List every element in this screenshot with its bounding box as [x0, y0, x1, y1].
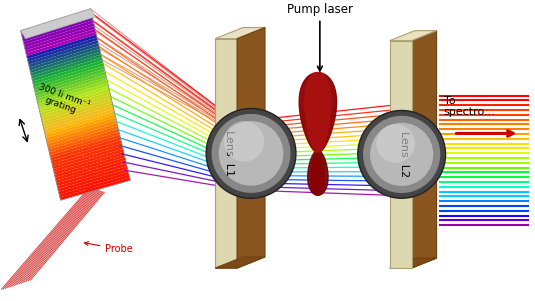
Polygon shape [389, 41, 411, 268]
Polygon shape [28, 43, 99, 67]
Circle shape [219, 121, 284, 186]
Polygon shape [35, 69, 105, 93]
Polygon shape [24, 23, 95, 48]
Circle shape [211, 114, 291, 193]
Polygon shape [299, 73, 337, 152]
Circle shape [370, 123, 433, 186]
Polygon shape [24, 20, 94, 45]
Text: Lens  L2: Lens L2 [399, 131, 409, 177]
Polygon shape [52, 143, 123, 166]
Polygon shape [308, 150, 328, 195]
Polygon shape [311, 150, 325, 195]
Polygon shape [44, 112, 115, 135]
Polygon shape [43, 106, 114, 130]
Polygon shape [215, 39, 237, 268]
Polygon shape [28, 40, 98, 65]
Circle shape [376, 124, 415, 163]
Text: Pump laser: Pump laser [287, 3, 353, 71]
Polygon shape [45, 115, 116, 138]
Polygon shape [39, 89, 110, 113]
Polygon shape [27, 35, 97, 59]
Polygon shape [44, 109, 114, 132]
Polygon shape [55, 157, 126, 181]
Polygon shape [33, 63, 104, 87]
Polygon shape [47, 120, 117, 144]
Polygon shape [22, 14, 93, 39]
Polygon shape [21, 12, 92, 36]
Text: Probe: Probe [85, 242, 133, 254]
Polygon shape [305, 73, 331, 152]
Polygon shape [31, 54, 102, 79]
Polygon shape [215, 257, 265, 268]
Polygon shape [389, 258, 437, 268]
Polygon shape [21, 9, 95, 39]
Polygon shape [33, 60, 103, 84]
Polygon shape [58, 172, 129, 195]
Polygon shape [48, 126, 118, 149]
Polygon shape [36, 77, 107, 101]
Polygon shape [59, 175, 129, 197]
Polygon shape [43, 103, 113, 127]
Polygon shape [32, 57, 102, 82]
Polygon shape [26, 32, 96, 56]
Polygon shape [52, 146, 123, 169]
Polygon shape [51, 140, 121, 163]
Polygon shape [49, 132, 120, 155]
Polygon shape [58, 169, 128, 192]
Polygon shape [55, 155, 125, 178]
Polygon shape [37, 80, 108, 104]
Polygon shape [30, 52, 101, 76]
Polygon shape [57, 166, 128, 189]
Circle shape [206, 108, 296, 198]
Polygon shape [40, 92, 110, 116]
Polygon shape [237, 27, 265, 268]
Polygon shape [50, 135, 120, 158]
Polygon shape [215, 27, 265, 39]
Polygon shape [36, 75, 106, 98]
Polygon shape [57, 163, 127, 186]
Polygon shape [29, 46, 100, 70]
Circle shape [358, 110, 446, 198]
Polygon shape [25, 26, 95, 51]
Polygon shape [411, 31, 437, 268]
Polygon shape [54, 152, 124, 175]
Polygon shape [34, 66, 104, 90]
Polygon shape [50, 138, 121, 161]
Polygon shape [46, 117, 117, 141]
Polygon shape [41, 95, 111, 118]
Text: Lens  L1: Lens L1 [224, 130, 234, 176]
Polygon shape [38, 83, 109, 107]
Polygon shape [21, 9, 91, 33]
Polygon shape [22, 17, 93, 42]
Polygon shape [47, 123, 118, 147]
Polygon shape [42, 100, 112, 124]
Polygon shape [389, 31, 437, 41]
Polygon shape [60, 178, 131, 200]
Text: 300 li mm⁻¹
grating: 300 li mm⁻¹ grating [34, 82, 91, 119]
Text: To
spectro...: To spectro... [444, 95, 495, 117]
Circle shape [363, 116, 440, 193]
Polygon shape [30, 49, 101, 73]
Polygon shape [39, 86, 109, 110]
Polygon shape [25, 29, 96, 53]
Polygon shape [53, 149, 124, 172]
Circle shape [224, 121, 264, 162]
Polygon shape [56, 160, 126, 183]
Polygon shape [41, 98, 112, 121]
Polygon shape [27, 37, 98, 62]
Polygon shape [35, 72, 106, 96]
Polygon shape [49, 129, 119, 152]
